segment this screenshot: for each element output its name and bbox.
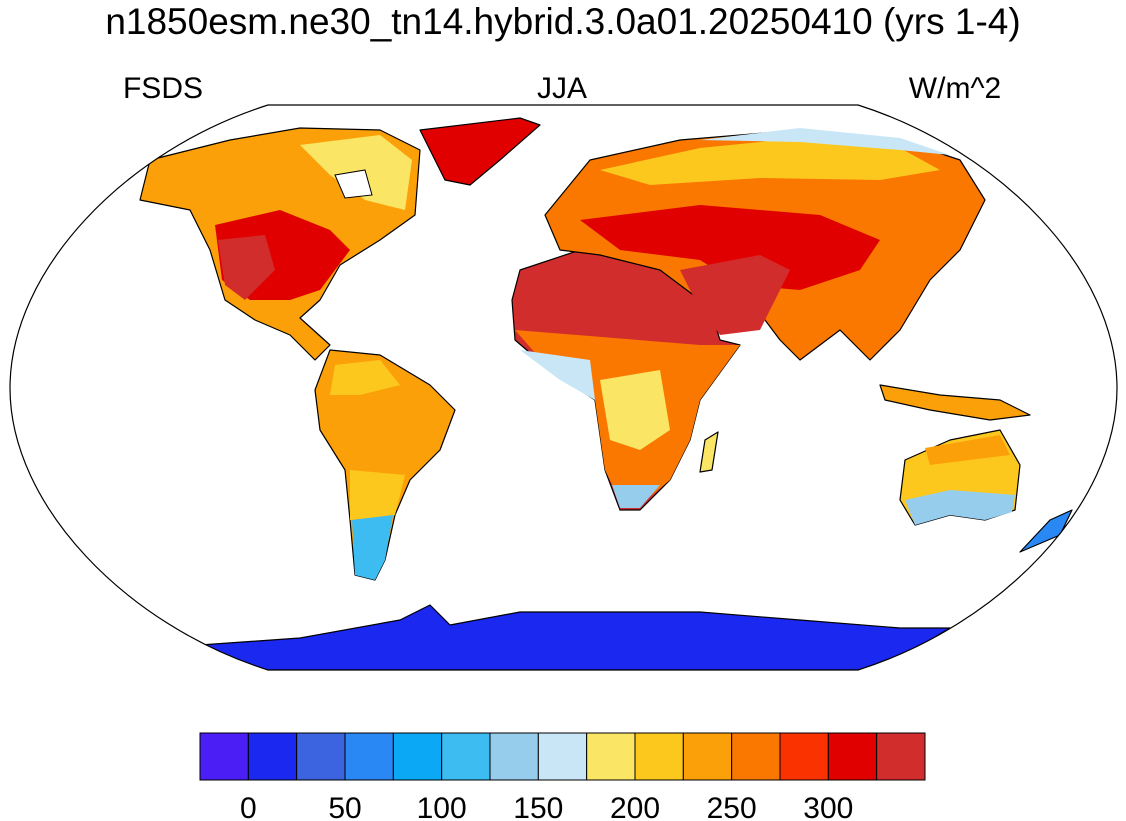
colorbar-box <box>731 732 781 781</box>
south-america-north <box>330 360 400 395</box>
antarctica <box>199 604 951 670</box>
colorbar-box <box>779 732 829 781</box>
australia-north <box>925 435 1010 465</box>
colorbar-tick-label: 0 <box>240 792 257 821</box>
title: n1850esm.ne30_tn14.hybrid.3.0a01.2025041… <box>105 1 1020 42</box>
colorbar-tick-label: 300 <box>803 792 853 821</box>
colorbar-box <box>682 732 733 781</box>
madagascar <box>699 431 719 473</box>
colorbar-tick-label: 100 <box>417 792 467 821</box>
arabia <box>680 255 790 335</box>
colorbar-box <box>247 732 298 781</box>
australia-south <box>905 490 1015 525</box>
colorbar: 0 50 100 150 200 250 300 <box>199 732 926 821</box>
colorbar-tick-label: 250 <box>707 792 757 821</box>
eurasia-hot <box>580 205 880 290</box>
right-label: W/m^2 <box>909 72 1001 105</box>
africa-south <box>612 485 660 508</box>
colorbar-box <box>392 732 443 781</box>
south-america-mid <box>350 470 405 520</box>
left-label: FSDS <box>123 72 203 105</box>
new-zealand <box>1019 509 1073 553</box>
map <box>139 117 1073 670</box>
hudson-bay <box>334 169 373 199</box>
siberia <box>600 138 940 185</box>
colorbar-tick-label: 200 <box>610 792 660 821</box>
africa-west <box>520 350 595 400</box>
colorbar-box <box>876 732 926 781</box>
map-outline <box>9 104 1118 671</box>
africa-center <box>600 370 670 450</box>
colorbar-tick-label: 150 <box>513 792 563 821</box>
colorbar-box <box>586 732 636 781</box>
indonesia <box>879 384 1031 421</box>
center-label: JJA <box>537 72 587 105</box>
colorbar-box <box>489 732 539 781</box>
arctic-coast <box>700 128 950 155</box>
colorbar-box <box>634 732 684 781</box>
colorbar-box <box>344 732 394 781</box>
colorbar-box <box>296 732 346 781</box>
colorbar-box <box>827 732 878 781</box>
colorbar-tick-label: 50 <box>328 792 361 821</box>
colorbar-box <box>441 732 491 781</box>
colorbar-box <box>537 732 588 781</box>
colorbar-box <box>199 732 249 781</box>
greenland <box>419 117 541 186</box>
south-america-cool <box>352 515 393 580</box>
north-america-core <box>218 235 275 300</box>
